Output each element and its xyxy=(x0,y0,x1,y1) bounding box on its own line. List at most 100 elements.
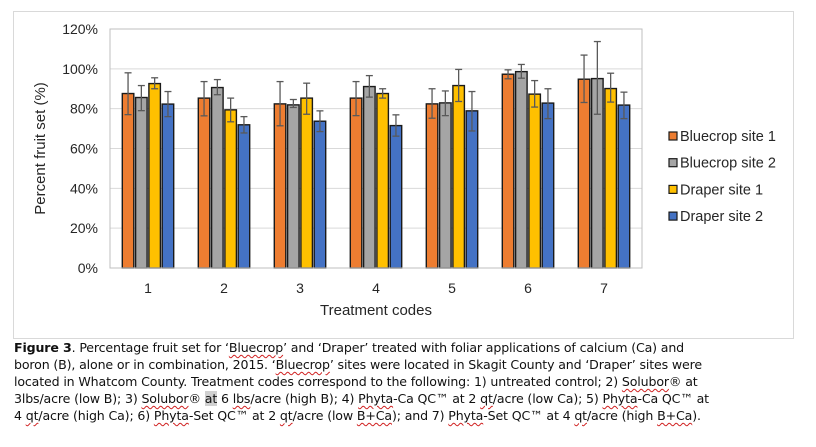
bar-draper-site-1-treatment-2 xyxy=(224,109,238,269)
x-tick-label: 4 xyxy=(372,280,380,296)
figure-label: Figure 3 xyxy=(14,340,72,355)
legend-swatch xyxy=(668,211,678,221)
bar-draper-site-2-treatment-5 xyxy=(465,110,479,269)
spellcheck-word: lbs xyxy=(232,391,251,406)
y-tick-label: 100% xyxy=(62,61,98,77)
bar-bluecrop-site-2-treatment-6 xyxy=(514,70,528,269)
error-bar xyxy=(531,79,539,108)
highlighted-text: at xyxy=(204,391,218,406)
bar-bluecrop-site-1-treatment-3 xyxy=(273,103,287,269)
bar-bluecrop-site-1-treatment-5 xyxy=(425,103,439,269)
spellcheck-word: qt xyxy=(480,391,493,406)
error-bar xyxy=(276,80,284,127)
plot-area-border xyxy=(109,28,643,269)
bars xyxy=(121,70,631,269)
caption-text: /acre (low Ca); 5) xyxy=(492,391,603,406)
error-bar xyxy=(607,72,615,103)
error-bar xyxy=(441,90,449,117)
caption-line: boron (B), alone or in combination, 2015… xyxy=(14,356,804,373)
bar-bluecrop-site-1-treatment-4 xyxy=(349,97,363,269)
error-bar xyxy=(504,69,512,80)
gridlines xyxy=(110,28,642,269)
bar-draper-site-2-treatment-7 xyxy=(617,104,631,269)
legend-label: Bluecrop site 2 xyxy=(680,156,776,172)
caption-text: . Percentage fruit set for ‘ xyxy=(71,340,229,355)
x-tick-label: 7 xyxy=(600,280,608,296)
spellcheck-word: Phyta xyxy=(448,408,484,423)
legend-swatch xyxy=(668,158,678,168)
error-bar xyxy=(151,77,159,90)
bar-bluecrop-site-1-treatment-7 xyxy=(577,78,591,269)
spellcheck-word: B+Ca xyxy=(657,408,693,423)
caption-text: ® xyxy=(188,391,205,406)
x-tick-label: 2 xyxy=(220,280,228,296)
error-bar xyxy=(137,84,145,112)
spellcheck-word: Bluecrop xyxy=(275,357,330,372)
error-bar xyxy=(544,88,552,120)
bar-draper-site-1-treatment-7 xyxy=(604,87,618,269)
legend-swatch xyxy=(668,131,678,141)
x-tick-label: 3 xyxy=(296,280,304,296)
bar-bluecrop-site-1-treatment-2 xyxy=(197,97,211,269)
figure-caption: Figure 3. Percentage fruit set for ‘Blue… xyxy=(14,339,804,424)
caption-line: located in Whatcom County. Treatment cod… xyxy=(14,373,804,390)
caption-text: /acre (high xyxy=(586,408,658,423)
caption-line: Figure 3. Percentage fruit set for ‘Blue… xyxy=(14,339,804,356)
bar-bluecrop-site-2-treatment-1 xyxy=(134,96,148,269)
error-bar xyxy=(200,80,208,117)
y-tick-label: 0% xyxy=(78,260,98,276)
bar-draper-site-2-treatment-6 xyxy=(541,102,555,269)
error-bar xyxy=(593,40,601,115)
caption-text: ® at xyxy=(668,374,698,389)
caption-text: ’ sites were located in Skagit County an… xyxy=(329,357,703,372)
caption-text: -Ca QC™ at 2 xyxy=(393,391,481,406)
bar-draper-site-2-treatment-2 xyxy=(237,124,251,269)
bar-draper-site-2-treatment-4 xyxy=(389,124,403,269)
spellcheck-word: qt xyxy=(25,408,39,423)
spellcheck-word: Bluecrop xyxy=(228,340,284,355)
x-axis-ticks: 1 2 3 4 5 6 7 xyxy=(144,280,608,296)
caption-text: 4 xyxy=(14,408,26,423)
bar-bluecrop-site-2-treatment-5 xyxy=(438,102,452,269)
legend-swatch xyxy=(668,184,678,194)
bar-bluecrop-site-1-treatment-6 xyxy=(501,73,515,269)
bar-bluecrop-site-1-treatment-1 xyxy=(121,92,135,269)
bar-bluecrop-site-2-treatment-2 xyxy=(210,86,224,269)
legend-item: Bluecrop site 1 xyxy=(668,129,776,145)
caption-text: ’ and ‘Draper’ treated with foliar appli… xyxy=(283,340,685,355)
caption-text: -Set QC™ at 4 xyxy=(483,408,575,423)
legend-label: Draper site 1 xyxy=(680,182,763,198)
error-bar xyxy=(392,114,400,137)
caption-text: /acre (high Ca); 6) xyxy=(38,408,154,423)
spellcheck-word: Solubor xyxy=(621,374,669,389)
y-tick-label: 60% xyxy=(70,141,98,157)
bar-draper-site-1-treatment-5 xyxy=(452,84,466,269)
error-bar xyxy=(580,54,588,104)
x-axis-title: Treatment codes xyxy=(320,302,432,319)
spellcheck-word: qt xyxy=(279,408,293,423)
error-bar xyxy=(316,110,324,133)
error-bar xyxy=(379,88,387,99)
bar-chart: 0% 20% 40% 60% 80% 100% 120% 1 2 3 4 5 6 7 Percent f… xyxy=(32,21,776,319)
chart-area: 0% 20% 40% 60% 80% 100% 120% 1 2 3 4 5 6 7 Percent f… xyxy=(13,11,794,339)
error-bar xyxy=(227,97,235,123)
legend-item: Draper site 1 xyxy=(668,182,763,198)
spellcheck-word: B+Ca xyxy=(356,408,392,423)
x-tick-label: 1 xyxy=(144,280,152,296)
caption-text: 6 xyxy=(217,391,233,406)
caption-text: ); and 7) xyxy=(391,408,449,423)
error-bar xyxy=(517,63,525,79)
caption-text: /acre (high B); 4) xyxy=(250,391,359,406)
caption-text: /acre (low xyxy=(292,408,357,423)
caption-text: 3lbs/acre (low B); 3) xyxy=(14,391,142,406)
spellcheck-word: Phyta xyxy=(602,391,638,406)
legend-item: Bluecrop site 2 xyxy=(668,156,776,172)
x-tick-label: 5 xyxy=(448,280,456,296)
error-bar xyxy=(455,68,463,103)
bar-draper-site-1-treatment-6 xyxy=(528,93,542,269)
x-tick-label: 6 xyxy=(524,280,532,296)
caption-line: 3lbs/acre (low B); 3) Solubor® at 6 lbs/… xyxy=(14,390,804,407)
error-bar xyxy=(468,90,476,132)
spellcheck-word: Phyta xyxy=(153,408,189,423)
legend-label: Bluecrop site 1 xyxy=(680,129,776,145)
